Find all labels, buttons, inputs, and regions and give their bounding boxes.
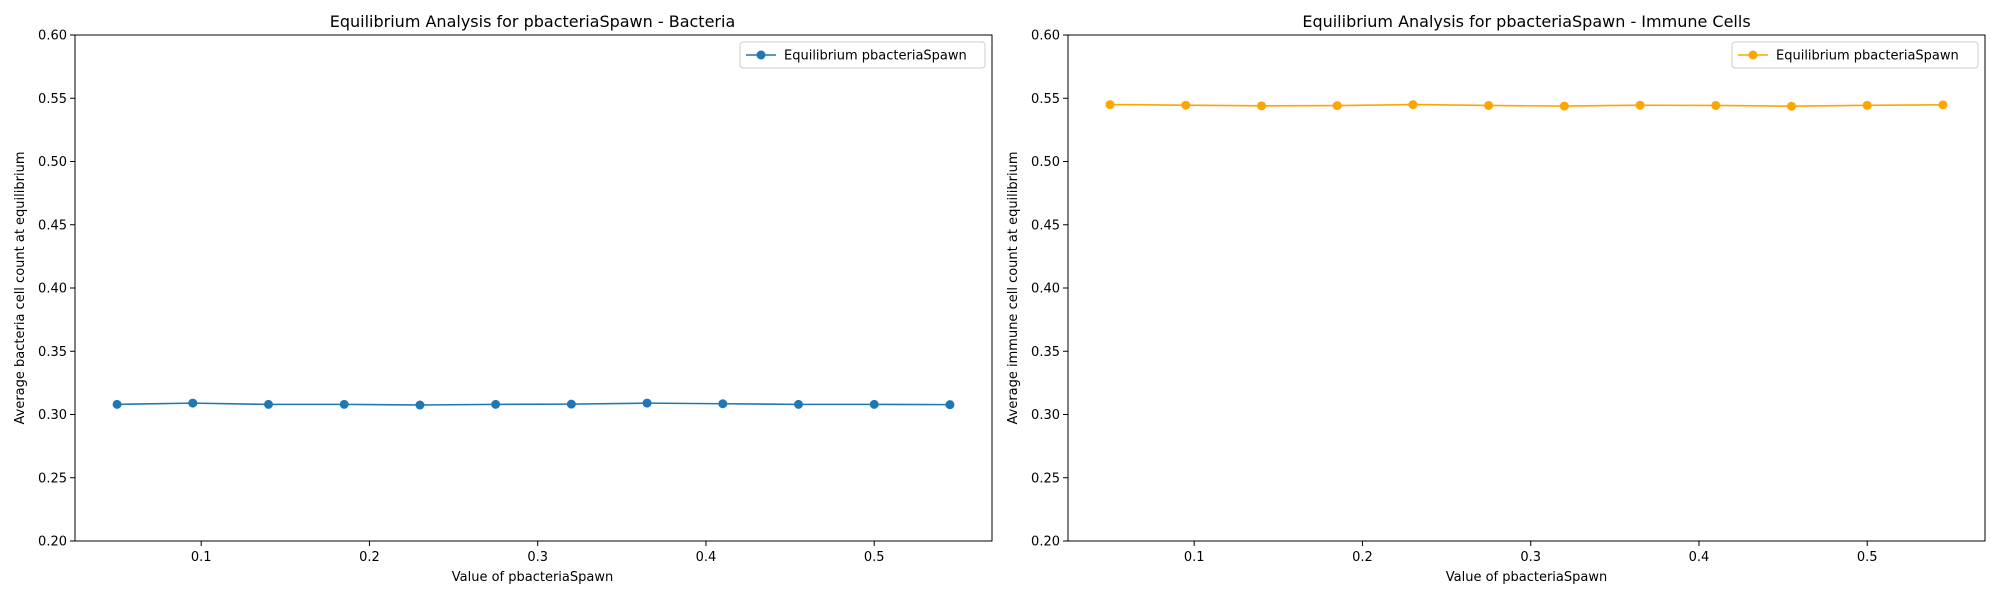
y-tick-label: 0.45 bbox=[1031, 218, 1060, 233]
legend-box bbox=[739, 41, 986, 69]
x-axis-label: Value of pbacteriaSpawn bbox=[1446, 570, 1607, 585]
legend: Equilibrium pbacteriaSpawn bbox=[739, 41, 986, 69]
y-tick-label: 0.30 bbox=[1031, 408, 1060, 423]
x-tick-label: 0.3 bbox=[527, 550, 548, 565]
y-axis-label: Average immune cell count at equilibrium bbox=[1006, 151, 1021, 424]
x-tick-label: 0.5 bbox=[864, 550, 885, 565]
data-point bbox=[945, 400, 955, 410]
data-point bbox=[1635, 100, 1645, 110]
axis-ticks: 0.1 0.2 0.3 0.4 0.5 0.20 0.25 0.30 0.35 0.40 0.45 0… bbox=[1031, 29, 1878, 566]
bacteria-chart-panel: Equilibrium Analysis for pbacteriaSpawn … bbox=[13, 12, 993, 585]
y-tick-label: 0.20 bbox=[38, 535, 67, 550]
data-point bbox=[1711, 100, 1721, 110]
immune-chart-panel: Equilibrium Analysis for pbacteriaSpawn … bbox=[1006, 12, 1986, 585]
x-axis-label: Value of pbacteriaSpawn bbox=[452, 570, 613, 585]
x-tick-label: 0.4 bbox=[1689, 550, 1710, 565]
y-tick-label: 0.25 bbox=[1031, 471, 1060, 486]
data-point bbox=[566, 399, 576, 409]
data-point bbox=[415, 400, 425, 410]
plot-frame bbox=[74, 34, 993, 542]
y-tick-label: 0.30 bbox=[38, 408, 67, 423]
x-tick-label: 0.2 bbox=[359, 550, 380, 565]
legend-label: Equilibrium pbacteriaSpawn bbox=[784, 49, 967, 64]
legend: Equilibrium pbacteriaSpawn bbox=[1731, 41, 1979, 69]
data-point bbox=[794, 399, 804, 409]
data-point bbox=[1938, 100, 1948, 110]
legend-marker-swatch bbox=[1748, 50, 1758, 60]
data-point bbox=[1787, 101, 1797, 111]
y-tick-label: 0.40 bbox=[38, 282, 67, 297]
series-line bbox=[117, 402, 950, 406]
data-point bbox=[718, 399, 728, 409]
data-point bbox=[1256, 101, 1266, 111]
series-line bbox=[1110, 103, 1943, 108]
y-tick-label: 0.25 bbox=[38, 471, 67, 486]
y-tick-label: 0.55 bbox=[1031, 92, 1060, 107]
legend-label: Equilibrium pbacteriaSpawn bbox=[1776, 49, 1959, 64]
data-point bbox=[263, 399, 273, 409]
data-point bbox=[642, 398, 652, 408]
y-tick-label: 0.20 bbox=[1031, 535, 1060, 550]
y-tick-label: 0.60 bbox=[1031, 29, 1060, 44]
y-tick-label: 0.50 bbox=[1031, 155, 1060, 170]
data-point bbox=[1862, 100, 1872, 110]
y-tick-label: 0.50 bbox=[38, 155, 67, 170]
y-tick-label: 0.55 bbox=[38, 92, 67, 107]
x-tick-label: 0.1 bbox=[1184, 550, 1205, 565]
data-point bbox=[339, 399, 349, 409]
data-point bbox=[1559, 101, 1569, 111]
x-tick-label: 0.5 bbox=[1857, 550, 1878, 565]
y-tick-label: 0.35 bbox=[1031, 345, 1060, 360]
chart-title: Equilibrium Analysis for pbacteriaSpawn … bbox=[1302, 12, 1750, 31]
data-point bbox=[188, 398, 198, 408]
plot-frame bbox=[1067, 34, 1986, 542]
data-point bbox=[112, 399, 122, 409]
y-tick-label: 0.35 bbox=[38, 345, 67, 360]
series-layer bbox=[1105, 100, 1948, 111]
y-tick-label: 0.40 bbox=[1031, 282, 1060, 297]
axis-ticks: 0.1 0.2 0.3 0.4 0.5 0.20 0.25 0.30 0.35 0.40 0.45 0… bbox=[38, 29, 885, 566]
data-point bbox=[869, 399, 879, 409]
x-tick-label: 0.2 bbox=[1352, 550, 1373, 565]
x-tick-label: 0.3 bbox=[1520, 550, 1541, 565]
data-point bbox=[1332, 101, 1342, 111]
chart-title: Equilibrium Analysis for pbacteriaSpawn … bbox=[330, 12, 736, 31]
series-layer bbox=[112, 398, 955, 410]
data-point bbox=[1105, 100, 1115, 110]
data-point bbox=[1181, 100, 1191, 110]
data-point bbox=[491, 399, 501, 409]
y-axis-label: Average bacteria cell count at equilibri… bbox=[13, 152, 28, 425]
y-tick-label: 0.60 bbox=[38, 29, 67, 44]
x-tick-label: 0.4 bbox=[696, 550, 717, 565]
x-tick-label: 0.1 bbox=[191, 550, 212, 565]
data-point bbox=[1408, 100, 1418, 110]
legend-box bbox=[1731, 41, 1979, 69]
data-point bbox=[1484, 100, 1494, 110]
legend-marker-swatch bbox=[756, 50, 766, 60]
y-tick-label: 0.45 bbox=[38, 218, 67, 233]
